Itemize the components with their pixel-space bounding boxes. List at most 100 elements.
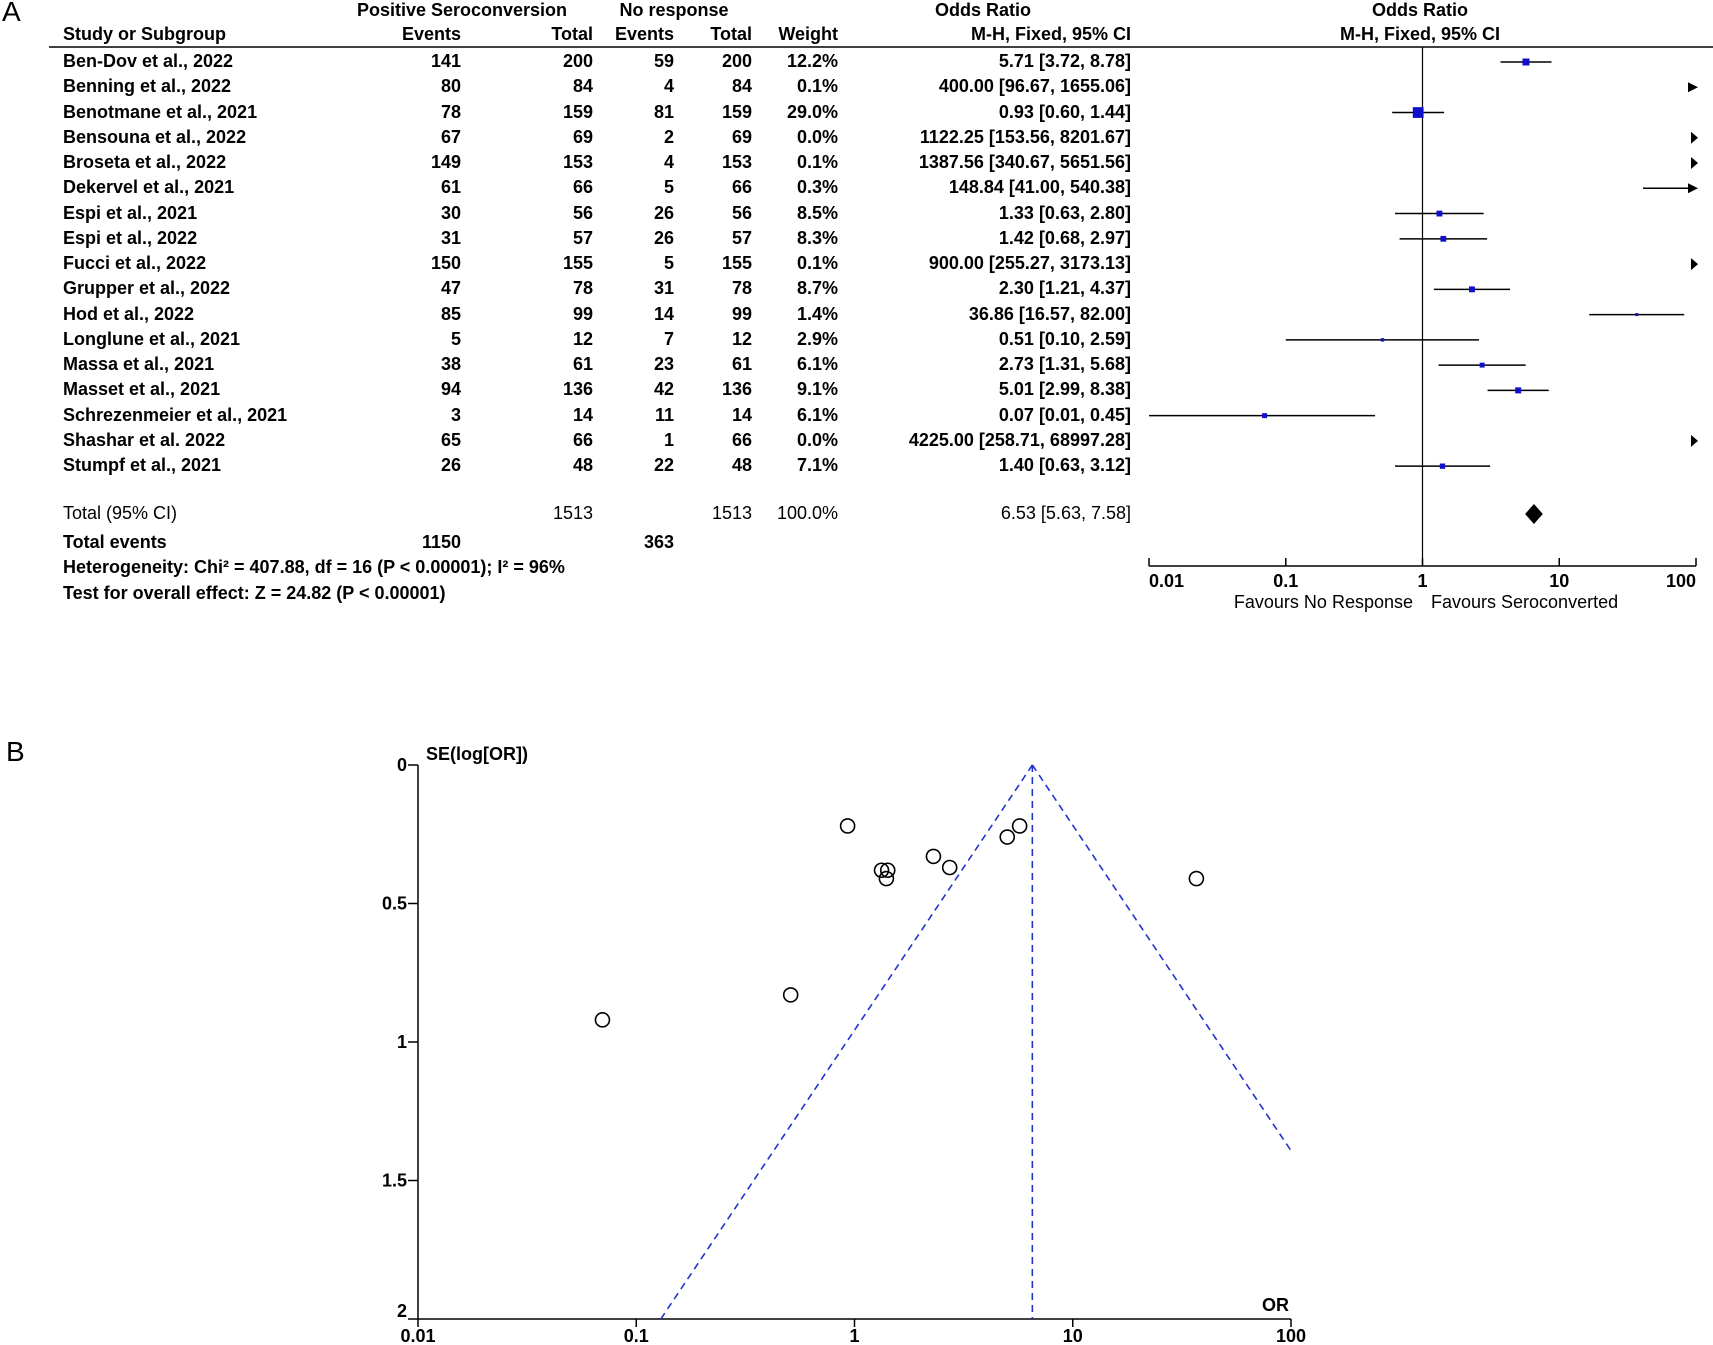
- study-cell-weight: 7.1%: [796, 455, 838, 476]
- study-cell-name: Benotmane et al., 2021: [63, 101, 258, 122]
- study-cell-t2: 61: [731, 354, 752, 375]
- study-cell-t2: 57: [731, 227, 752, 248]
- funnel-point: [999, 829, 1016, 845]
- study-marker: [1380, 338, 1385, 342]
- study-cell-t1: 78: [572, 278, 593, 299]
- study-marker: [1436, 210, 1443, 217]
- study-cell-text: 148.84 [41.00, 540.38]: [948, 177, 1131, 198]
- forest-x-tick-label: 100: [1666, 571, 1696, 591]
- study-cell-t2: 153: [721, 152, 752, 173]
- study-cell-e1: 141: [430, 51, 461, 71]
- study-cell-text: 5.01 [2.99, 8.38]: [998, 379, 1131, 400]
- study-cell-e1: 94: [440, 379, 461, 400]
- study-marker: [1469, 286, 1475, 293]
- study-cell-e2: 1: [663, 429, 674, 450]
- funnel-y-tick-label: 0.5: [382, 894, 407, 914]
- study-cell-e1: 5: [450, 328, 461, 349]
- funnel-point: [1011, 818, 1028, 834]
- funnel-x-tick-label: 0.01: [400, 1326, 435, 1345]
- study-cell-t2: 78: [731, 278, 752, 299]
- header-or-title: Odds Ratio: [934, 0, 1032, 20]
- study-cell-e1: 61: [440, 177, 461, 198]
- study-cell-t2: 69: [731, 126, 752, 147]
- study-cell-name: Espi et al., 2022: [63, 227, 198, 248]
- funnel-point: [873, 862, 890, 879]
- ci-arrow-icon: [1688, 82, 1698, 93]
- study-cell-e2: 11: [654, 404, 674, 425]
- study-cell-weight: 2.9%: [796, 328, 838, 349]
- study-cell-t2: 155: [721, 253, 752, 274]
- study-cell-text: 2.73 [1.31, 5.68]: [998, 354, 1131, 375]
- study-cell-e2: 22: [653, 455, 674, 476]
- funnel-point: [941, 859, 958, 876]
- panel-label-b: B: [6, 736, 25, 767]
- header-events1: Events: [401, 24, 461, 44]
- funnel-point: [925, 848, 942, 865]
- study-cell-t2: 48: [731, 455, 752, 476]
- study-cell-text: 400.00 [96.67, 1655.06]: [938, 76, 1131, 97]
- study-cell-e1: 67: [440, 126, 461, 147]
- forest-plot: 0.01 0.1 1 10 100: [49, 46, 1713, 591]
- header-plot-title: Odds Ratio: [1371, 0, 1469, 20]
- study-marker: [1635, 313, 1639, 317]
- study-cell-name: Bensouna et al., 2022: [63, 126, 247, 147]
- study-cell-e1: 80: [440, 76, 461, 97]
- header-group1: Positive Seroconversion: [356, 0, 568, 20]
- study-cell-text: 36.86 [16.57, 82.00]: [968, 303, 1131, 324]
- header-total2: Total: [710, 24, 752, 44]
- study-cell-weight: 29.0%: [786, 101, 838, 122]
- study-cell-e1: 26: [440, 455, 461, 476]
- study-cell-e2: 2: [663, 126, 674, 147]
- total-t2: 1513: [711, 503, 752, 523]
- study-cell-name: Stumpf et al., 2021: [63, 455, 222, 476]
- study-cell-name: Longlune et al., 2021: [63, 328, 241, 349]
- study-cell-name: Grupper et al., 2022: [63, 278, 231, 299]
- funnel-point: [879, 862, 896, 879]
- study-cell-text: 1.42 [0.68, 2.97]: [998, 227, 1131, 248]
- favours-right-label: Favours Seroconverted: [1431, 592, 1619, 612]
- study-cell-e2: 59: [653, 51, 674, 71]
- study-marker: [1479, 362, 1485, 368]
- study-cell-text: 1.33 [0.63, 2.80]: [998, 202, 1131, 223]
- total-weight: 100.0%: [776, 503, 838, 523]
- header-total1: Total: [551, 24, 593, 44]
- study-cell-weight: 12.2%: [786, 51, 838, 71]
- study-cell-e1: 149: [430, 152, 461, 173]
- funnel-x-tick-label: 10: [1063, 1326, 1083, 1345]
- study-cell-name: Shashar et al. 2022: [63, 429, 226, 450]
- funnel-point: [839, 818, 856, 834]
- study-cell-t1: 56: [572, 202, 593, 223]
- study-cell-name: Schrezenmeier et al., 2021: [63, 404, 288, 425]
- ci-arrow-icon: [1688, 183, 1698, 194]
- funnel-xlabel: OR: [1262, 1295, 1289, 1315]
- study-cell-t1: 159: [562, 101, 593, 122]
- study-cell-t1: 99: [572, 303, 593, 324]
- study-cell-t1: 66: [572, 429, 593, 450]
- funnel-y-tick-label: 1: [397, 1032, 407, 1052]
- study-cell-weight: 6.1%: [796, 354, 838, 375]
- funnel-point: [594, 1012, 611, 1028]
- study-cell-t2: 14: [731, 404, 752, 425]
- heterogeneity-text: Heterogeneity: Chi² = 407.88, df = 16 (P…: [63, 557, 565, 577]
- study-cell-name: Masset et al., 2021: [63, 379, 221, 400]
- study-cell-e2: 4: [663, 76, 674, 97]
- funnel-left-boundary: [660, 764, 1034, 1320]
- funnel-ylabel: SE(log[OR]): [426, 744, 528, 764]
- study-cell-t2: 159: [721, 101, 752, 122]
- study-cell-e2: 26: [653, 202, 674, 223]
- study-cell-t1: 14: [572, 404, 593, 425]
- study-cell-text: 900.00 [255.27, 3173.13]: [928, 253, 1131, 274]
- study-cell-weight: 8.5%: [796, 202, 838, 223]
- study-cell-name: Espi et al., 2021: [63, 202, 198, 223]
- forest-x-tick-label: 1: [1417, 571, 1427, 591]
- panel-label-a: A: [2, 0, 21, 27]
- study-cell-name: Benning et al., 2022: [63, 76, 232, 97]
- study-cell-t2: 56: [731, 202, 752, 223]
- study-cell-t1: 84: [572, 76, 593, 97]
- study-cell-e2: 4: [663, 152, 674, 173]
- funnel-y-tick-label: 1.5: [382, 1171, 407, 1191]
- study-cell-text: 4225.00 [258.71, 68997.28]: [908, 429, 1131, 450]
- header-group2: No response: [619, 0, 729, 20]
- study-cell-name: Dekervel et al., 2021: [63, 177, 235, 198]
